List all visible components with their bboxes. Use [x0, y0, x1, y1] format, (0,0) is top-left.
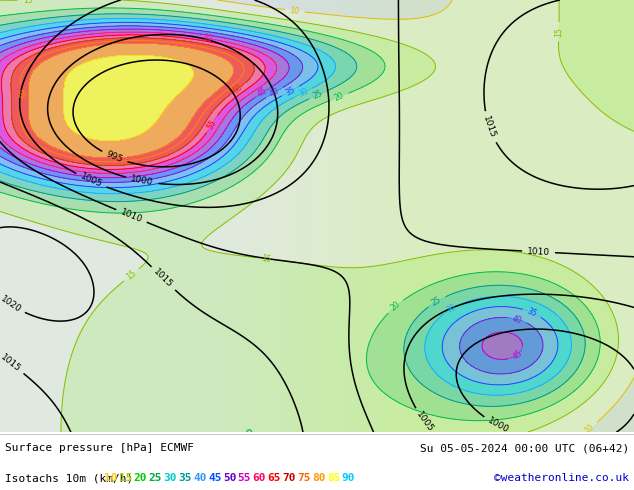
Text: 1015: 1015	[152, 267, 174, 290]
Text: 10: 10	[289, 6, 300, 16]
Text: 15: 15	[261, 254, 271, 264]
Text: 90: 90	[342, 473, 355, 484]
Text: 85: 85	[327, 473, 340, 484]
Text: ©weatheronline.co.uk: ©weatheronline.co.uk	[494, 473, 629, 484]
Text: 40: 40	[193, 473, 207, 484]
Text: 1010: 1010	[527, 247, 550, 257]
Text: 35: 35	[178, 473, 192, 484]
Text: 20: 20	[134, 473, 147, 484]
Text: 1000: 1000	[486, 416, 510, 435]
Text: 60: 60	[252, 473, 266, 484]
Text: 1010: 1010	[119, 207, 144, 224]
Text: Surface pressure [hPa] ECMWF: Surface pressure [hPa] ECMWF	[5, 443, 194, 453]
Text: 1000: 1000	[130, 174, 154, 188]
Text: 50: 50	[223, 473, 236, 484]
Text: 15: 15	[23, 0, 32, 5]
Text: 40: 40	[268, 86, 281, 99]
Text: 20: 20	[389, 300, 402, 313]
Text: 30: 30	[164, 473, 177, 484]
Text: 10: 10	[583, 422, 596, 436]
Text: Su 05-05-2024 00:00 UTC (06+42): Su 05-05-2024 00:00 UTC (06+42)	[420, 443, 629, 453]
Text: 10: 10	[104, 473, 117, 484]
Text: 30: 30	[445, 302, 458, 315]
Text: 25: 25	[430, 295, 443, 308]
Text: 75: 75	[297, 473, 311, 484]
Text: 15: 15	[125, 269, 138, 281]
Text: 1020: 1020	[0, 294, 23, 315]
Text: 70: 70	[282, 473, 296, 484]
Text: 25: 25	[148, 473, 162, 484]
Text: Isotachs 10m (km/h): Isotachs 10m (km/h)	[5, 473, 140, 484]
Text: 55: 55	[205, 118, 219, 131]
Text: 65: 65	[268, 473, 281, 484]
Text: 65: 65	[15, 89, 25, 99]
Text: 1015: 1015	[481, 115, 498, 140]
Text: 1005: 1005	[415, 410, 435, 434]
Text: 35: 35	[284, 85, 297, 98]
Text: 15: 15	[554, 27, 564, 37]
Text: 30: 30	[297, 87, 309, 99]
Text: 1015: 1015	[0, 352, 22, 374]
Text: 35: 35	[526, 307, 538, 319]
Text: 1005: 1005	[79, 172, 103, 190]
Text: 45: 45	[208, 473, 221, 484]
Text: 995: 995	[105, 150, 124, 165]
Text: 55: 55	[238, 473, 251, 484]
Text: 45: 45	[256, 86, 269, 99]
Text: 25: 25	[312, 89, 325, 101]
Text: 15: 15	[119, 473, 133, 484]
Text: 40: 40	[512, 314, 523, 325]
Text: 20: 20	[333, 91, 346, 103]
Text: 80: 80	[312, 473, 325, 484]
Text: 50: 50	[202, 33, 214, 44]
Text: 60: 60	[231, 82, 244, 96]
Text: 45: 45	[511, 348, 524, 361]
